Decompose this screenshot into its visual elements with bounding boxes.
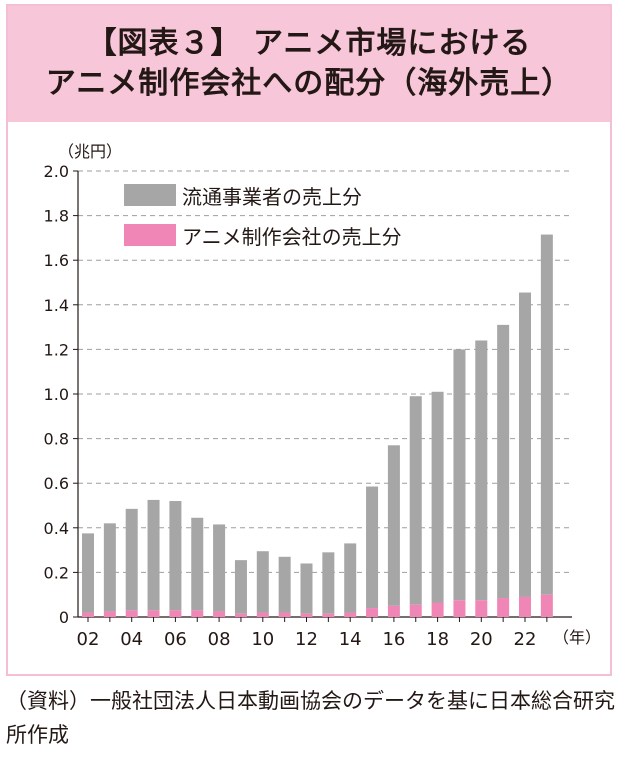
bar-distributor (147, 499, 160, 611)
bar-studio (213, 611, 226, 617)
bar-studio (497, 598, 510, 617)
legend-label: アニメ制作会社の売上分 (182, 225, 402, 249)
bar-studio (256, 612, 269, 617)
x-tick-label: 14 (339, 629, 362, 650)
bar-distributor (475, 340, 488, 601)
bar-distributor (322, 552, 335, 614)
y-tick-label: 0.2 (44, 563, 69, 582)
y-tick-label: 1.8 (44, 207, 69, 226)
bar-distributor (125, 508, 138, 611)
bar-studio (191, 610, 204, 617)
bar-distributor (82, 533, 94, 613)
legend-swatch (124, 224, 176, 246)
bar-studio (344, 612, 357, 617)
x-tick-label: 18 (426, 629, 449, 650)
y-tick-label: 0.4 (44, 519, 69, 538)
y-axis-unit-label: （兆円） (58, 142, 123, 161)
bar-distributor (431, 391, 444, 603)
bar-chart: 0 0.2 0.4 0.6 0.8 1.0 1.2 1.4 1.6 1.8 2.0 02 04 06 08 1… (44, 162, 601, 650)
x-tick-label: 02 (77, 629, 100, 650)
y-tick-label: 1.2 (44, 340, 69, 359)
bar-distributor (213, 524, 226, 612)
y-tick-label: 1.4 (44, 296, 69, 315)
bar-studio (234, 613, 247, 617)
x-tick-label: 20 (470, 629, 493, 650)
bar-distributor (191, 517, 204, 611)
bar-distributor (519, 292, 531, 597)
y-tick-label: 1.0 (44, 385, 69, 404)
x-tick-label: 22 (514, 629, 537, 650)
bar-distributor (366, 486, 379, 609)
bar-studio (103, 611, 116, 617)
bar-distributor (103, 523, 116, 612)
bar-studio (147, 610, 160, 617)
chart-title-line1: 【図表３】 アニメ市場における (86, 26, 532, 61)
bar-distributor (453, 349, 466, 601)
x-tick-label: 08 (208, 629, 231, 650)
bar-studio (278, 612, 291, 617)
bar-distributor (300, 563, 313, 614)
bar-distributor (387, 445, 400, 606)
x-tick-label: 12 (295, 629, 318, 650)
bar-studio (409, 604, 422, 617)
x-tick-label: 16 (382, 629, 405, 650)
bar-distributor (497, 324, 510, 599)
bar-studio (475, 600, 488, 617)
x-axis-unit-label: （年） (553, 628, 601, 647)
y-tick-label: 0.6 (44, 474, 69, 493)
x-tick-label: 10 (251, 629, 274, 650)
bar-distributor (234, 560, 247, 614)
x-tick-label: 04 (120, 629, 143, 650)
chart-header: 【図表３】 アニメ市場における アニメ制作会社への配分（海外売上） (8, 6, 610, 122)
bar-studio (82, 612, 94, 617)
y-tick-label: 0.8 (44, 430, 69, 449)
bar-distributor (540, 234, 553, 595)
bar-studio (169, 610, 182, 617)
bar-distributor (344, 543, 357, 613)
legend-label: 流通事業者の売上分 (182, 185, 362, 209)
y-tick-label: 1.6 (44, 251, 69, 270)
bar-studio (366, 608, 379, 617)
y-tick-label: 0 (59, 608, 69, 627)
bar-studio (519, 596, 531, 617)
bar-studio (322, 613, 335, 617)
source-note: （資料）一般社団法人日本動画協会のデータを基に日本総合研究所作成 (6, 689, 615, 747)
bar-distributor (256, 551, 269, 613)
bar-studio (540, 594, 553, 617)
chart-title-line2: アニメ制作会社への配分（海外売上） (45, 66, 573, 101)
bar-distributor (169, 501, 182, 611)
bar-studio (387, 605, 400, 617)
bar-studio (300, 613, 313, 617)
legend-swatch (124, 184, 176, 206)
bar-studio (125, 610, 138, 617)
bar-distributor (409, 396, 422, 605)
bar-studio (453, 600, 466, 617)
x-tick-label: 06 (164, 629, 187, 650)
bar-studio (431, 602, 444, 617)
bar-distributor (278, 556, 291, 613)
y-tick-label: 2.0 (44, 162, 69, 181)
